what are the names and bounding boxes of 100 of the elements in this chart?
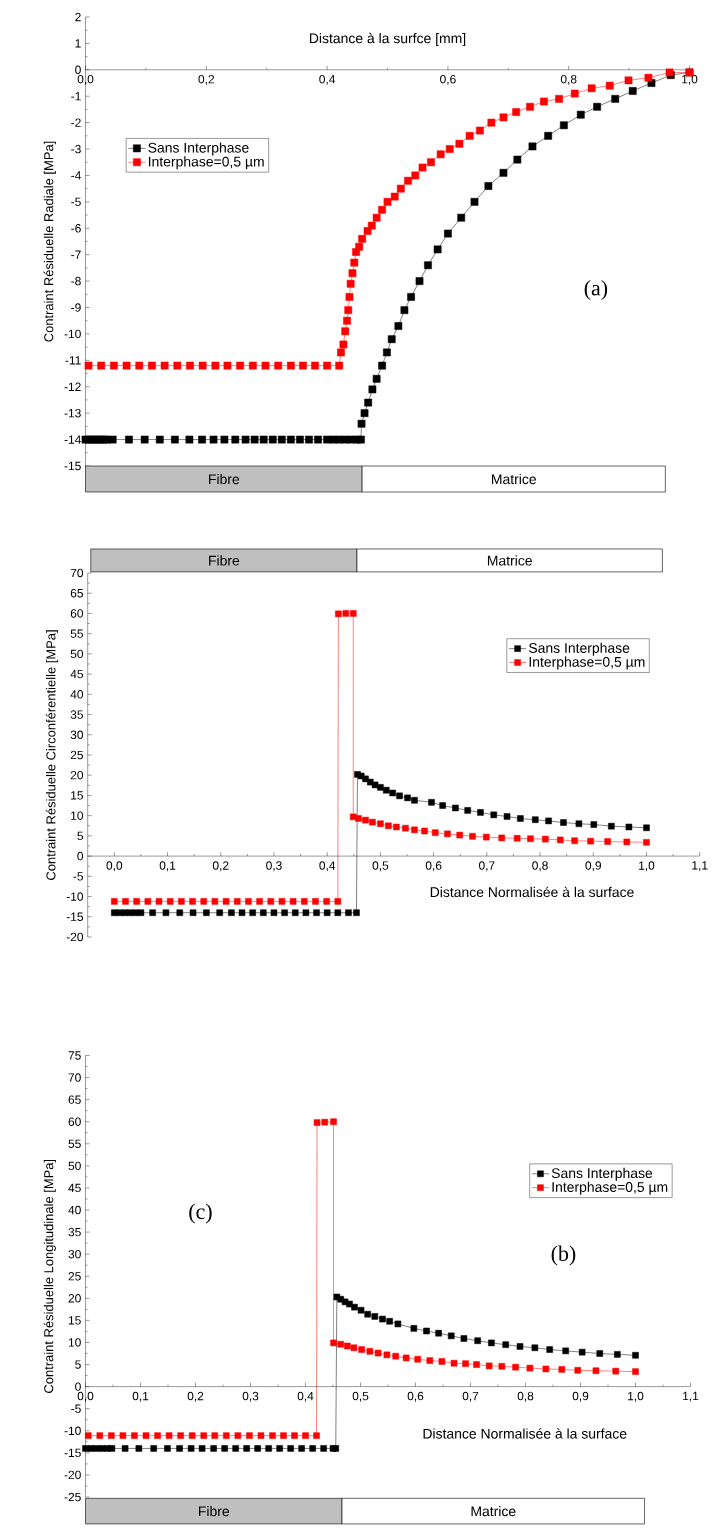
y-tick-label: 35 [70, 710, 84, 719]
x-tick-label: 0,3 [266, 861, 282, 872]
x-axis-title: Distance Normalisée à la surface [430, 886, 634, 898]
x-tick-label: 0,8 [560, 74, 577, 85]
x-tick-label: 0,2 [198, 74, 215, 85]
y-tick-label: -8 [71, 276, 81, 286]
y-tick-label: 5 [77, 831, 84, 841]
y-tick-label: 70 [70, 568, 84, 578]
x-tick-label: 1,0 [682, 74, 698, 85]
text: Fibre [199, 1506, 230, 1517]
y-tick-label: 40 [68, 1205, 81, 1215]
y-tick-label: 20 [68, 1294, 81, 1303]
y-tick-label: 0 [75, 1382, 81, 1391]
y-tick-label: 0 [77, 851, 84, 861]
annotation: (c) [189, 1203, 212, 1224]
text: Fibre [209, 473, 240, 485]
x-tick-label: 0,7 [479, 861, 495, 872]
x-tick-label: 0,4 [297, 1391, 314, 1402]
y-axis-title: Contraint Résiduelle Circonférentielle [MPa] [45, 630, 59, 880]
y-tick-label: -15 [66, 912, 84, 921]
y-tick-label: 40 [70, 690, 84, 699]
y-tick-label: -10 [64, 329, 81, 339]
text: Matrice [471, 1506, 516, 1517]
x-tick-label: 0,5 [372, 861, 389, 872]
x-tick-label: 0,0 [106, 861, 123, 872]
x-tick-label: 0,8 [532, 861, 548, 872]
y-tick-label: 45 [70, 669, 84, 679]
legend-label: Sans Interphase [148, 142, 249, 156]
y-tick-label: 60 [70, 609, 84, 618]
y-tick-label: 35 [68, 1227, 81, 1237]
x-tick-label: 0,4 [319, 74, 336, 85]
y-tick-label: 50 [70, 649, 84, 659]
x-tick-label: 0,6 [425, 861, 442, 872]
x-tick-label: 0,2 [187, 1391, 204, 1402]
annotation: (a) [584, 280, 608, 300]
x-tick-label: 1,1 [692, 861, 708, 872]
legend-label: Sans Interphase [529, 642, 630, 656]
y-tick-label: -12 [64, 382, 81, 391]
text: Matrice [487, 555, 532, 566]
y-tick-label: 20 [70, 770, 84, 780]
y-axis-title: Contraint Résiduelle Longitudinale [MPa] [43, 1159, 56, 1393]
y-tick-label: 10 [68, 1338, 81, 1347]
legend-label: Interphase=0,5 µm [552, 1181, 668, 1195]
y-tick-label: -3 [71, 144, 81, 154]
y-tick-label: -7 [71, 250, 81, 259]
y-tick-label: 60 [68, 1117, 81, 1126]
x-tick-label: 0,1 [132, 1391, 149, 1402]
y-axis-title: Contraint Résiduelle Radiale [MPa] [43, 141, 56, 342]
y-tick-label: -15 [64, 461, 81, 471]
y-tick-label: -1 [71, 92, 81, 101]
legend-label: Interphase=0,5 µm [529, 656, 645, 670]
x-tick-label: 1,0 [639, 861, 655, 872]
x-tick-label: 0,2 [212, 861, 229, 872]
y-tick-label: 30 [68, 1249, 81, 1259]
y-tick-label: 15 [71, 791, 84, 800]
y-tick-label: 25 [68, 1272, 81, 1281]
y-tick-label: -10 [64, 1426, 81, 1435]
y-tick-label: 45 [68, 1183, 81, 1193]
y-tick-label: 55 [70, 629, 84, 638]
x-tick-label: 0,9 [572, 1391, 589, 1402]
y-tick-label: -9 [71, 303, 81, 312]
y-tick-label: -5 [73, 872, 84, 881]
text: Fibre [209, 555, 240, 566]
y-tick-label: 30 [70, 730, 84, 739]
x-axis-title: Distance Normalisée à la surface [423, 1428, 627, 1439]
x-tick-label: 0,3 [242, 1391, 259, 1402]
y-tick-label: -15 [64, 1448, 81, 1458]
y-tick-label: 0 [75, 65, 81, 75]
y-tick-label: 50 [68, 1161, 81, 1171]
y-tick-label: -2 [71, 118, 81, 127]
x-tick-label: 0,0 [77, 1391, 94, 1402]
x-tick-label: 0,5 [352, 1391, 369, 1402]
y-tick-label: -20 [66, 932, 84, 942]
y-tick-label: -4 [71, 171, 81, 180]
y-tick-label: 2 [75, 12, 81, 22]
annotation: (b) [551, 1245, 576, 1266]
y-tick-label: 10 [71, 811, 84, 820]
y-tick-label: -14 [64, 435, 81, 444]
y-tick-label: 65 [68, 1095, 81, 1104]
y-tick-label: -13 [64, 408, 81, 418]
y-tick-label: -6 [71, 224, 81, 233]
y-tick-label: -11 [65, 356, 81, 365]
x-tick-label: 0,6 [440, 74, 456, 85]
x-tick-label: 0,7 [462, 1391, 479, 1402]
y-tick-label: 55 [68, 1139, 81, 1148]
y-tick-label: 70 [68, 1073, 81, 1082]
y-tick-label: -5 [71, 197, 81, 207]
y-tick-label: 75 [68, 1051, 81, 1060]
y-tick-label: -5 [71, 1404, 81, 1413]
legend-label: Interphase=0,5 µm [148, 156, 264, 170]
x-tick-label: 1,0 [628, 1391, 644, 1402]
x-tick-label: 1,1 [683, 1391, 699, 1402]
x-axis-title: Distance à la surfce [mm] [309, 32, 466, 47]
y-tick-label: 5 [75, 1360, 81, 1369]
y-tick-label: -20 [64, 1470, 81, 1480]
x-tick-label: 0,6 [407, 1391, 424, 1402]
x-tick-label: 0,4 [319, 861, 336, 872]
y-tick-label: 65 [70, 588, 84, 598]
x-tick-label: 0,9 [585, 861, 602, 872]
y-tick-label: -25 [64, 1492, 81, 1502]
